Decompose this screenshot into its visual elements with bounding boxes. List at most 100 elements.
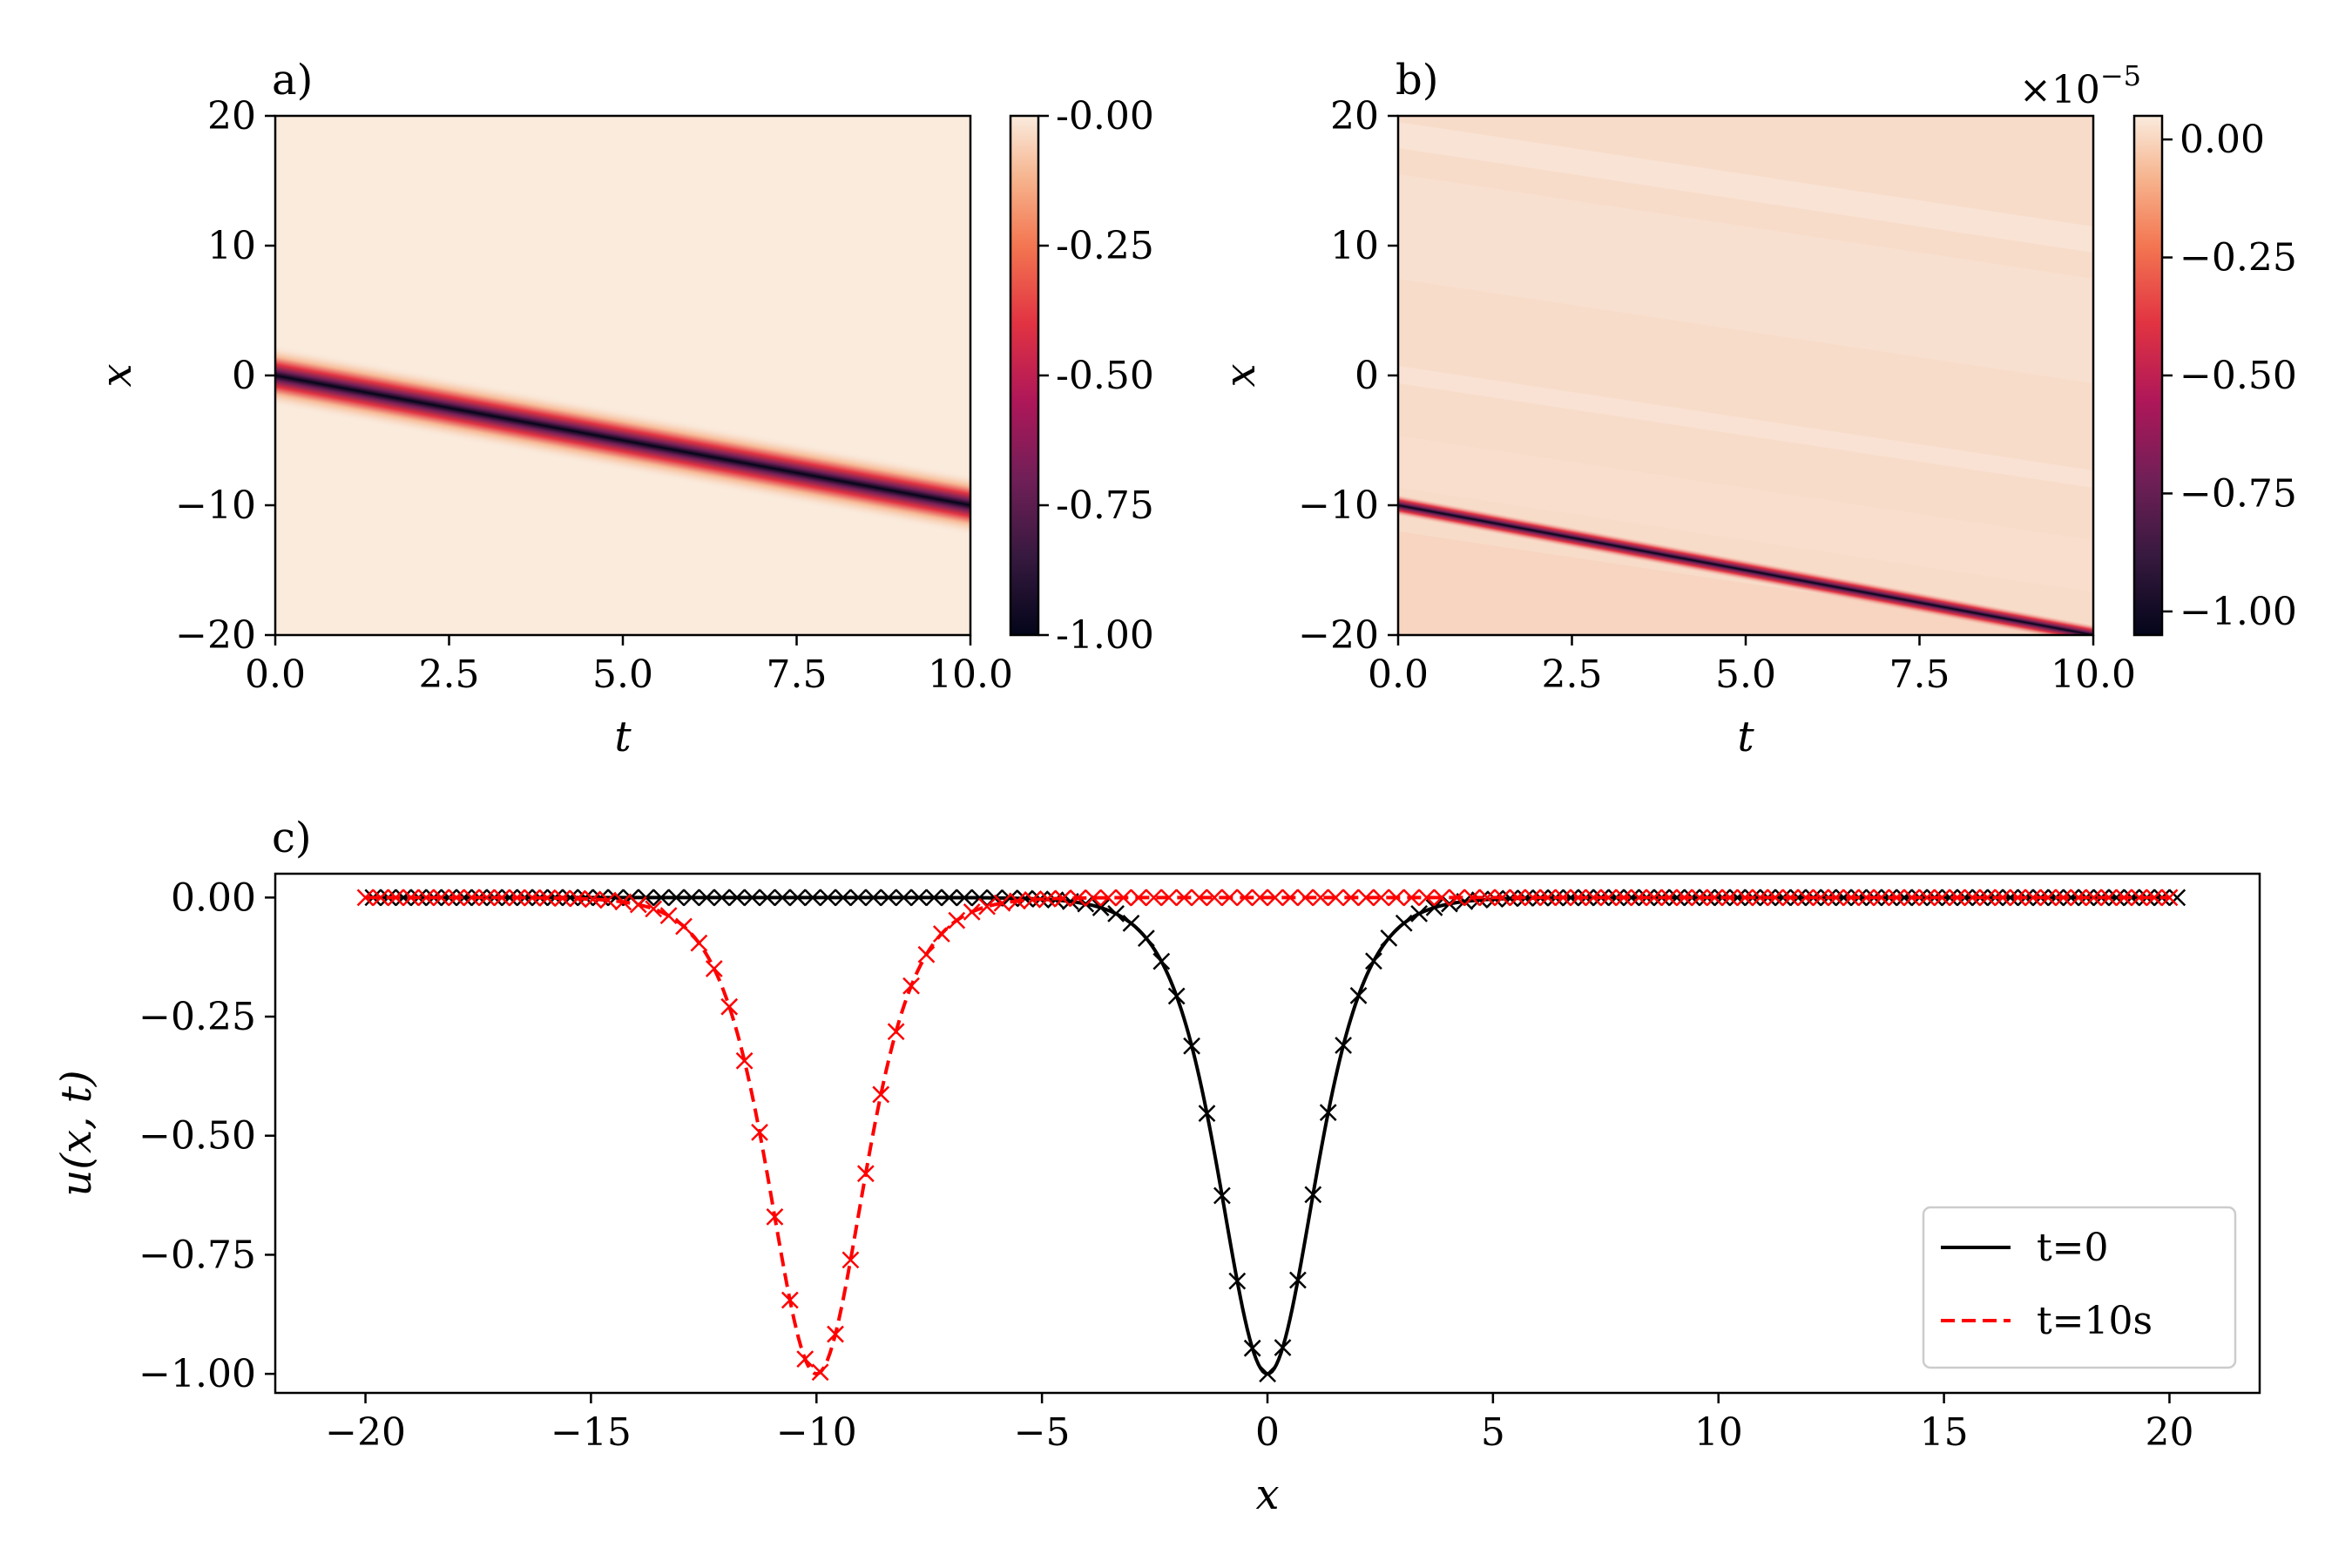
marker-t=10s [2146, 889, 2163, 907]
marker-t=0 [713, 889, 731, 907]
marker-t=0 [1152, 952, 1171, 970]
marker-t=0 [1622, 889, 1640, 907]
xtick-label: 7.5 [1889, 652, 1950, 697]
texture-band-1 [1398, 122, 2093, 253]
marker-t=10s [1812, 889, 1830, 907]
colorbar-b [2134, 116, 2162, 635]
legend: t=0 t=10s [1922, 1206, 2237, 1369]
panel-b-label: b) [1396, 56, 1438, 105]
marker-t=10s [402, 889, 420, 907]
marker-t=10s [1585, 889, 1603, 907]
marker-t=10s [932, 925, 950, 943]
xtick-label: −15 [551, 1410, 632, 1455]
marker-t=0 [758, 889, 776, 907]
marker-t=10s [1509, 889, 1527, 907]
marker-t=10s [1842, 889, 1860, 907]
colorbar-tick-label: −0.75 [2180, 471, 2297, 516]
marker-t=10s [1827, 889, 1845, 907]
marker-t=10s [463, 889, 481, 907]
marker-t=10s [1933, 889, 1951, 907]
marker-t=10s [599, 891, 617, 909]
marker-t=10s [1978, 889, 1997, 907]
marker-t=10s [1281, 889, 1299, 907]
marker-t=10s [417, 889, 436, 907]
marker-t=10s [493, 889, 511, 907]
marker-t=10s [1114, 889, 1132, 907]
colorbar-a-ticks: -0.00 -0.25 -0.50 -0.75 -1.00 [1038, 94, 1154, 658]
marker-t=0 [2062, 889, 2080, 907]
marker-t=10s [1236, 889, 1254, 907]
marker-t=10s [1312, 889, 1329, 907]
marker-t=0 [1335, 1037, 1352, 1054]
ytick-label: 20 [207, 94, 256, 139]
legend-label-t0: t=0 [2037, 1226, 2109, 1270]
marker-t=0 [1956, 889, 1974, 907]
marker-t=10s [811, 1363, 829, 1382]
marker-t=0 [1259, 1365, 1276, 1383]
xtick-label: 2.5 [1542, 652, 1603, 697]
marker-t=0 [1289, 1271, 1307, 1289]
marker-t=0 [455, 889, 473, 907]
panel-c: c) −20 −15 −10 −5 0 5 10 15 20 0.00 −0.25 −0.50 −0.7… [52, 814, 2261, 1519]
marker-t=10s [1963, 889, 1982, 907]
marker-t=10s [584, 890, 602, 909]
marker-t=10s [629, 896, 647, 914]
marker-t=0 [561, 889, 579, 907]
marker-t=10s [2054, 889, 2072, 907]
axes-c-ylabel: u(x, t) [52, 1070, 101, 1196]
marker-t=10s [1130, 889, 1147, 907]
marker-t=0 [2168, 889, 2186, 907]
ytick-label: −0.75 [139, 1233, 256, 1277]
marker-t=10s [1402, 889, 1421, 907]
ytick-label: 0 [1355, 354, 1379, 398]
ytick-label: 10 [207, 224, 256, 268]
panel-a: a) 0.0 2.5 5.0 7.5 10.0 20 10 0 −10 −20 t x -0.00… [92, 56, 1154, 761]
marker-t=0 [2107, 889, 2126, 907]
axes-a-ylabel: x [92, 363, 141, 387]
marker-t=0 [1213, 1186, 1231, 1205]
marker-t=10s [387, 889, 405, 907]
marker-t=10s [841, 1251, 860, 1269]
marker-t=10s [1372, 889, 1390, 907]
marker-t=0 [1122, 915, 1140, 932]
marker-t=10s [508, 889, 526, 907]
marker-t=10s [1327, 889, 1345, 907]
ytick-label: 20 [1330, 94, 1379, 139]
legend-label-t10: t=10s [2037, 1299, 2153, 1343]
series-line-t=0 [365, 896, 2170, 1376]
marker-t=10s [1038, 890, 1057, 908]
ytick-label: −10 [1298, 483, 1379, 528]
marker-t=10s [1903, 889, 1921, 907]
marker-t=10s [1478, 889, 1497, 907]
xtick-label: 7.5 [767, 652, 828, 697]
marker-t=10s [1024, 890, 1042, 909]
marker-t=10s [524, 889, 541, 907]
marker-t=0 [1365, 952, 1382, 970]
xtick-label: 2.5 [419, 652, 480, 697]
marker-t=10s [1190, 889, 1208, 907]
colorbar-tick-label: −0.50 [2180, 354, 2297, 398]
marker-t=0 [804, 889, 821, 907]
colorbar-b-ticks: 0.00 −0.25 −0.50 −0.75 −1.00 [2162, 118, 2297, 634]
marker-t=10s [1615, 889, 1632, 907]
marker-t=10s [1781, 889, 1800, 907]
marker-t=10s [372, 889, 389, 907]
xtick-label: −20 [325, 1410, 406, 1455]
marker-t=10s [356, 889, 375, 907]
marker-t=0 [819, 889, 837, 907]
marker-t=10s [1266, 889, 1284, 907]
marker-t=10s [1539, 889, 1557, 907]
marker-t=0 [1425, 899, 1443, 916]
marker-t=0 [1183, 1037, 1200, 1055]
marker-t=0 [1107, 905, 1125, 923]
marker-t=10s [1554, 889, 1572, 907]
xtick-label: 0.0 [1368, 652, 1429, 697]
marker-t=0 [1410, 904, 1429, 923]
marker-t=0 [1380, 929, 1398, 947]
marker-t=10s [827, 1325, 844, 1343]
texture-band-3 [1398, 366, 2093, 488]
marker-t=10s [1872, 889, 1890, 907]
marker-t=0 [880, 889, 897, 907]
marker-t=10s [1175, 889, 1193, 907]
ytick-label: 0.00 [171, 875, 256, 920]
